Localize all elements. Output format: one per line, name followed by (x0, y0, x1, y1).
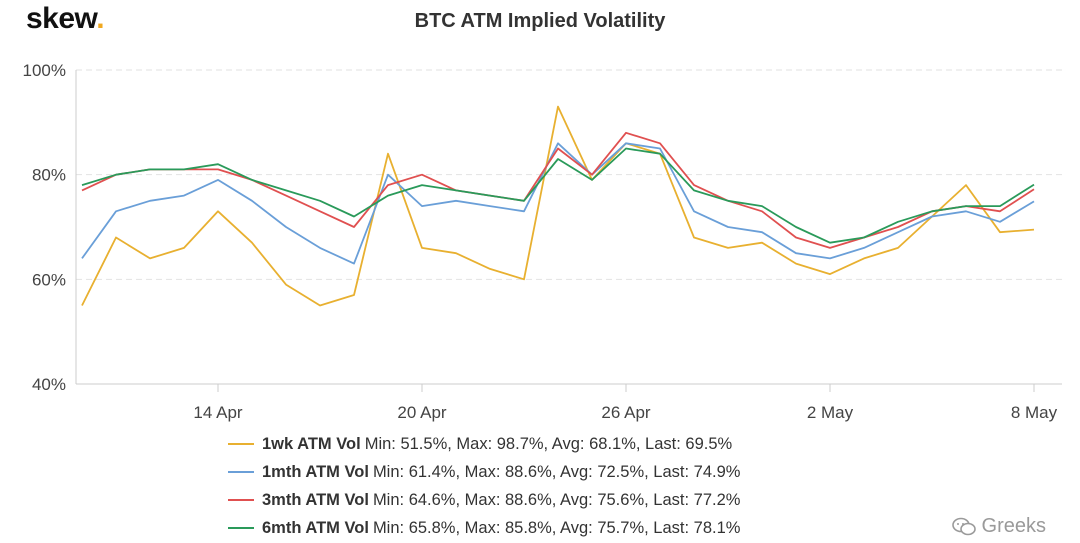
brand-name: skew (26, 2, 97, 35)
legend-swatch (228, 471, 254, 473)
legend-series-stats: Min: 64.6%, Max: 88.6%, Avg: 75.6%, Last… (372, 490, 741, 509)
legend-item[interactable]: 1mth ATM Vol Min: 61.4%, Max: 88.6%, Avg:… (228, 458, 740, 486)
y-tick-label: 80% (32, 166, 66, 185)
legend-item[interactable]: 3mth ATM Vol Min: 64.6%, Max: 88.6%, Avg:… (228, 486, 740, 514)
x-tick-label: 2 May (807, 403, 854, 422)
x-tick-label: 20 Apr (397, 403, 446, 422)
skew-logo: skew. (26, 2, 105, 36)
axes (75, 70, 1062, 385)
x-tick-label: 26 Apr (601, 403, 650, 422)
legend-swatch (228, 499, 254, 501)
legend-swatch (228, 527, 254, 529)
series-line-3 (81, 131, 1035, 249)
x-tick-label: 8 May (1011, 403, 1058, 422)
series-lines (81, 105, 1035, 307)
wechat-bubbles-icon (951, 517, 976, 535)
legend-item[interactable]: 1wk ATM Vol Min: 51.5%, Max: 98.7%, Avg: … (228, 430, 740, 458)
legend-series-stats: Min: 51.5%, Max: 98.7%, Avg: 68.1%, Last… (364, 434, 733, 453)
x-tick-label: 14 Apr (193, 403, 242, 422)
y-tick-label: 100% (23, 61, 66, 80)
grid-lines (76, 69, 1062, 280)
series-line-2 (81, 142, 1035, 265)
legend-series-name: 3mth ATM Vol (262, 490, 369, 509)
chart-title: BTC ATM Implied Volatility (414, 10, 666, 32)
legend-item[interactable]: 6mth ATM Vol Min: 65.8%, Max: 85.8%, Avg:… (228, 514, 740, 542)
brand-dot: . (96, 2, 105, 35)
legend-series-stats: Min: 65.8%, Max: 85.8%, Avg: 75.7%, Last… (372, 518, 741, 537)
y-axis-ticks: 40% 60% 80% 100% (23, 61, 66, 394)
legend-series-name: 1wk ATM Vol (262, 434, 361, 453)
x-axis-ticks: 14 Apr 20 Apr 26 Apr 2 May 8 May (193, 384, 1058, 422)
legend-swatch (228, 443, 254, 445)
series-line-4 (81, 147, 1035, 244)
y-tick-label: 60% (32, 270, 66, 289)
legend-series-name: 1mth ATM Vol (262, 462, 369, 481)
watermark: Greeks (951, 515, 1046, 538)
watermark-text: Greeks (981, 515, 1046, 537)
y-tick-label: 40% (32, 375, 66, 394)
legend-series-name: 6mth ATM Vol (262, 518, 369, 537)
legend-series-stats: Min: 61.4%, Max: 88.6%, Avg: 72.5%, Last… (372, 462, 741, 481)
series-line-1 (81, 105, 1035, 307)
legend: 1wk ATM Vol Min: 51.5%, Max: 98.7%, Avg: … (228, 430, 740, 542)
